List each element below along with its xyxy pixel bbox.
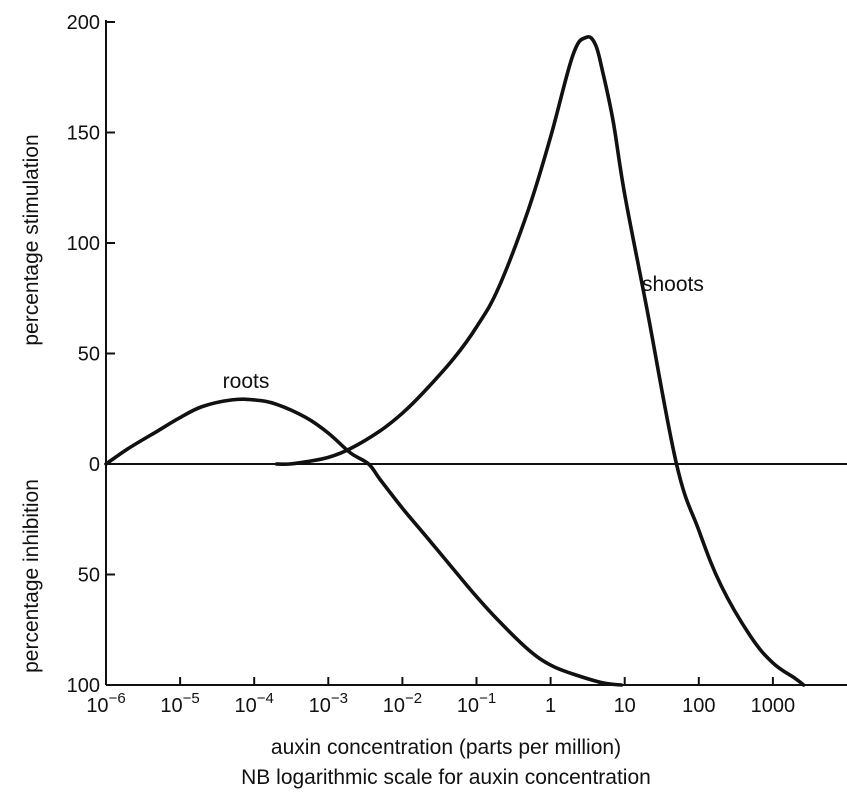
y-axis-label-inhibition: percentage inhibition <box>20 479 43 673</box>
y-tick-label: 150 <box>67 123 100 145</box>
x-tick-label: 10−2 <box>383 690 422 717</box>
y-axis-label-stimulation: percentage stimulation <box>20 134 43 345</box>
x-tick-label: 10−5 <box>160 690 199 717</box>
x-tick-label: 1000 <box>751 695 796 717</box>
y-tick-label: 200 <box>67 12 100 34</box>
series-line-shoots <box>274 35 806 687</box>
log-scale-note: NB logarithmic scale for auxin concentra… <box>241 766 651 789</box>
series-line-roots <box>104 397 624 687</box>
x-tick-label: 10−1 <box>457 690 496 717</box>
y-tick-label: 0 <box>89 454 100 476</box>
curves <box>104 35 806 687</box>
x-axis-label: auxin concentration (parts per million) <box>271 736 621 759</box>
x-tick-label: 10 <box>614 695 636 717</box>
x-tick-label: 10−3 <box>309 690 348 717</box>
series-label-roots: roots <box>223 370 270 393</box>
y-tick-label: 100 <box>67 675 100 697</box>
y-tick-label: 100 <box>67 233 100 255</box>
axes <box>105 20 847 686</box>
y-tick-label: 50 <box>78 565 100 587</box>
series-label-shoots: shoots <box>642 273 704 296</box>
y-tick-label: 50 <box>78 344 100 366</box>
labels: percentage stimulation percentage inhibi… <box>20 134 704 789</box>
x-tick-label: 10−6 <box>86 690 125 717</box>
x-tick-label: 10−4 <box>235 690 274 717</box>
x-tick-label: 1 <box>545 695 556 717</box>
x-tick-label: 100 <box>682 695 715 717</box>
